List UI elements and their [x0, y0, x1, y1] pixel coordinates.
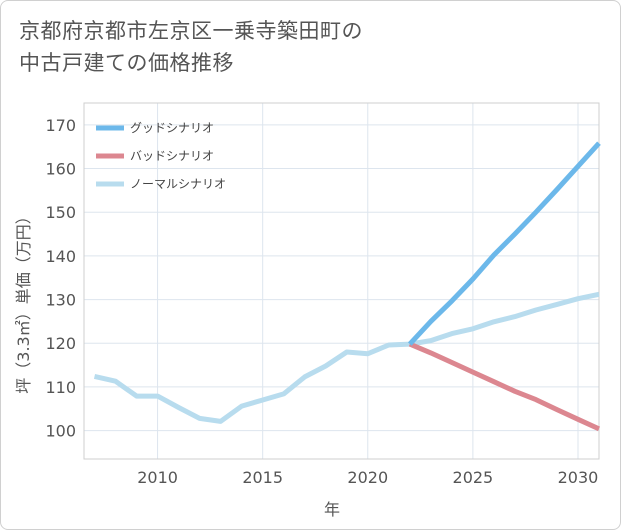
x-axis-title: 年: [324, 500, 340, 519]
x-tick-label: 2025: [453, 468, 494, 487]
legend-label-normal: ノーマルシナリオ: [130, 177, 226, 191]
y-tick-label: 130: [45, 291, 76, 310]
legend-label-bad: バッドシナリオ: [130, 149, 214, 163]
y-axis-title: 坪（3.3㎡）単価（万円）: [14, 208, 33, 393]
line-chart: 100 110 120 130 140 150 160 170 2010 2015 2020 202…: [1, 1, 620, 529]
legend-label-good: グッドシナリオ: [130, 121, 214, 135]
x-tick-label: 2015: [242, 468, 283, 487]
x-tick-label: 2020: [347, 468, 388, 487]
x-axis-ticks: 2010 2015 2020 2025 2030: [137, 468, 598, 487]
y-tick-label: 140: [45, 247, 76, 266]
chart-card: 京都府京都市左京区一乗寺築田町の 中古戸建ての価格推移 100 110 120 130…: [0, 0, 621, 530]
y-tick-label: 170: [45, 116, 76, 135]
y-tick-label: 100: [45, 422, 76, 441]
y-tick-label: 110: [45, 378, 76, 397]
x-tick-label: 2030: [558, 468, 599, 487]
y-tick-label: 120: [45, 334, 76, 353]
series-line-normal: [95, 294, 600, 421]
y-tick-label: 150: [45, 203, 76, 222]
y-tick-label: 160: [45, 160, 76, 179]
x-tick-label: 2010: [137, 468, 178, 487]
y-axis-ticks: 100 110 120 130 140 150 160 170: [45, 116, 76, 441]
series-line-good: [410, 143, 599, 344]
